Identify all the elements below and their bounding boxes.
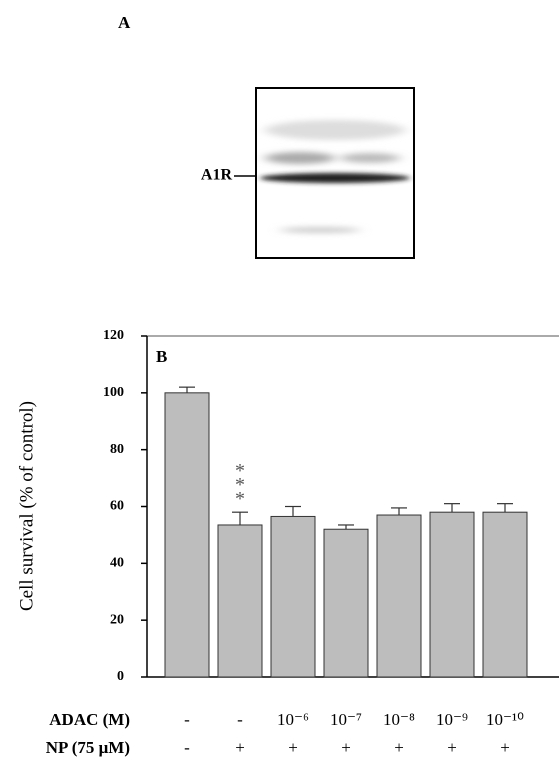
bar: [324, 529, 368, 677]
y-tick-label: 120: [103, 328, 124, 343]
panel-label: A: [118, 13, 131, 32]
x-tick-label: 10⁻⁶: [277, 710, 309, 729]
x-tick-label: 10⁻⁷: [330, 710, 362, 729]
y-tick-label: 100: [103, 385, 124, 400]
bar: [377, 515, 421, 677]
x-tick-label: -: [184, 738, 190, 757]
error-bar: [497, 504, 513, 513]
y-tick-label: 80: [110, 442, 124, 457]
significance-label: ***: [235, 460, 245, 510]
x-tick-label: +: [447, 738, 457, 757]
y-tick-label: 0: [117, 669, 124, 684]
error-bar: [179, 387, 195, 393]
x-tick-label: 10⁻¹⁰: [486, 710, 524, 729]
x-tick-label: +: [500, 738, 510, 757]
x-tick-label: +: [394, 738, 404, 757]
y-tick-label: 20: [110, 612, 124, 627]
error-bar: [232, 512, 248, 525]
bar: [165, 393, 209, 677]
bar: [430, 512, 474, 677]
error-bar: [391, 508, 407, 515]
x-tick-label: +: [288, 738, 298, 757]
error-bar: [338, 525, 354, 529]
row-label: ADAC (M): [49, 710, 130, 729]
blot-image: [256, 88, 414, 258]
x-tick-label: +: [341, 738, 351, 757]
band-label: A1R: [201, 167, 233, 184]
figure: A A1R B Cell survival (% of control) 0 20…: [0, 0, 559, 766]
chart: A A1R B Cell survival (% of control) 0 20…: [0, 0, 559, 766]
bar: [218, 525, 262, 677]
bar: [271, 516, 315, 677]
panel-label: B: [156, 347, 167, 366]
bar: [483, 512, 527, 677]
x-tick-label: -: [184, 710, 190, 729]
y-axis-label: Cell survival (% of control): [16, 401, 37, 611]
y-tick-label: 40: [110, 556, 124, 571]
x-tick-label: 10⁻⁹: [436, 710, 468, 729]
x-tick-label: -: [237, 710, 243, 729]
error-bar: [285, 507, 301, 517]
y-tick-label: 60: [110, 499, 124, 514]
x-tick-label: +: [235, 738, 245, 757]
error-bar: [444, 504, 460, 513]
x-tick-label: 10⁻⁸: [383, 710, 415, 729]
row-label: NP (75 μM): [46, 738, 130, 757]
